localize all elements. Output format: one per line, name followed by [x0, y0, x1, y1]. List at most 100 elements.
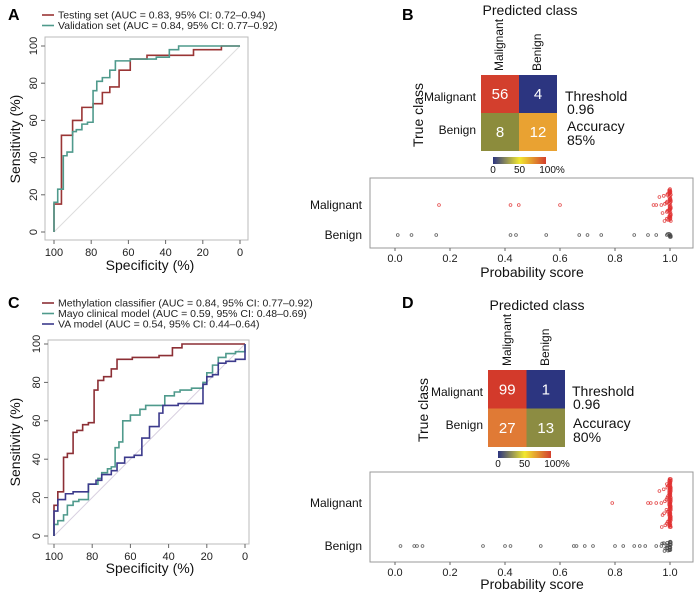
data-point — [591, 544, 595, 548]
matrix-cell — [526, 408, 565, 447]
x-tick-label: 20 — [197, 247, 209, 259]
data-point — [654, 203, 659, 207]
roc-curve — [53, 343, 245, 536]
matrix-cell — [488, 408, 527, 447]
x-axis-label: Specificity (%) — [106, 257, 195, 273]
matrix-cell — [519, 113, 557, 151]
x-tick-label: 0 — [237, 247, 243, 259]
data-point — [662, 549, 667, 553]
x-tick-label: 0.6 — [552, 253, 567, 265]
row-label-benign: Benign — [325, 228, 362, 242]
confusion-matrix-d: Predicted class True class Malignant Ben… — [415, 297, 634, 470]
data-point — [665, 482, 669, 486]
data-point — [508, 203, 513, 207]
data-point — [664, 543, 669, 548]
x-tick-label: 0.8 — [607, 567, 622, 579]
column-label-benign: Benign — [530, 34, 544, 71]
threshold-label: Threshold — [565, 88, 627, 104]
data-point — [668, 213, 673, 218]
data-point — [667, 502, 671, 507]
colorbar-tick-label: 0 — [490, 165, 496, 176]
data-point — [661, 487, 666, 492]
matrix-cell-value: 99 — [499, 381, 516, 398]
data-point — [558, 203, 562, 207]
x-tick-label: 0.4 — [497, 567, 512, 579]
matrix-cell — [526, 370, 565, 409]
row-label-malignant: Malignant — [310, 496, 363, 510]
data-point — [508, 544, 513, 548]
data-point — [661, 541, 666, 545]
x-tick-label: 1.0 — [662, 567, 677, 579]
x-tick-label: 60 — [122, 247, 134, 259]
data-point — [574, 544, 579, 548]
x-tick-label: 40 — [159, 247, 171, 259]
data-point — [409, 233, 414, 237]
matrix-cell-value: 13 — [537, 420, 554, 437]
y-tick-label: 0 — [31, 533, 43, 539]
data-point — [668, 501, 672, 505]
data-point — [665, 496, 670, 500]
data-point — [646, 233, 650, 237]
x-tick-label: 100 — [45, 551, 63, 563]
data-point — [668, 511, 672, 516]
data-point — [481, 544, 485, 548]
matrix-cell-value: 12 — [530, 124, 547, 141]
data-point — [660, 211, 665, 215]
data-point — [667, 492, 671, 497]
data-point — [398, 544, 403, 548]
data-point — [668, 509, 672, 514]
y-tick-label: 80 — [31, 376, 43, 388]
data-point — [664, 497, 669, 502]
y-tick-label: 0 — [28, 229, 40, 235]
matrix-cell-value: 8 — [496, 124, 504, 141]
legend-entry: Mayo clinical model (AUC = 0.59, 95% CI:… — [58, 308, 307, 320]
data-point — [654, 501, 659, 505]
data-point — [667, 513, 671, 517]
colorbar-tick-label: 50 — [519, 459, 531, 470]
data-point — [503, 544, 507, 548]
data-point — [434, 233, 439, 237]
matrix-cell — [481, 75, 519, 113]
confusion-matrix-b: Predicted class True class Malignant Ben… — [410, 2, 627, 176]
x-axis-label: Specificity (%) — [106, 560, 195, 576]
x-tick-label: 0.2 — [442, 253, 457, 265]
x-tick-label: 60 — [124, 551, 136, 563]
reference-diagonal — [53, 343, 246, 537]
matrix-cell — [519, 75, 557, 113]
data-point — [577, 233, 582, 237]
true-class-label: True class — [415, 378, 431, 442]
data-point — [514, 233, 518, 237]
x-axis-label: Probability score — [480, 264, 584, 280]
data-point — [648, 501, 653, 505]
x-tick-label: 0.0 — [387, 253, 402, 265]
accuracy-label: Accuracy — [567, 118, 625, 134]
data-point — [538, 544, 543, 548]
x-tick-label: 0.4 — [497, 253, 512, 265]
y-tick-label: 20 — [28, 189, 40, 201]
data-point — [668, 520, 672, 524]
data-point — [667, 516, 672, 521]
legend-entry: Testing set (AUC = 0.83, 95% CI: 0.72–0.… — [58, 10, 266, 22]
panel-label-b: B — [402, 7, 414, 24]
data-point — [544, 233, 549, 237]
data-point — [659, 544, 664, 548]
panel-label-d: D — [402, 295, 414, 312]
x-tick-label: 80 — [85, 247, 97, 259]
data-point — [637, 544, 642, 548]
row-label-benign: Benign — [325, 539, 362, 553]
probability-dotplot-d: Malignant Benign Probability score 0.0 0.… — [310, 471, 694, 592]
data-point — [654, 544, 659, 548]
x-tick-label: 20 — [201, 551, 213, 563]
x-tick-label: 1.0 — [662, 253, 677, 265]
data-point — [665, 521, 669, 526]
data-point — [667, 496, 672, 500]
matrix-cell — [481, 113, 519, 151]
row-label-malignant: Malignant — [424, 90, 477, 104]
data-point — [668, 499, 673, 504]
y-axis-label: Sensitivity (%) — [7, 398, 23, 487]
x-tick-label: 40 — [162, 551, 174, 563]
accuracy-value: 85% — [567, 132, 595, 148]
y-tick-label: 100 — [31, 335, 43, 353]
matrix-cell-value: 1 — [542, 381, 550, 398]
